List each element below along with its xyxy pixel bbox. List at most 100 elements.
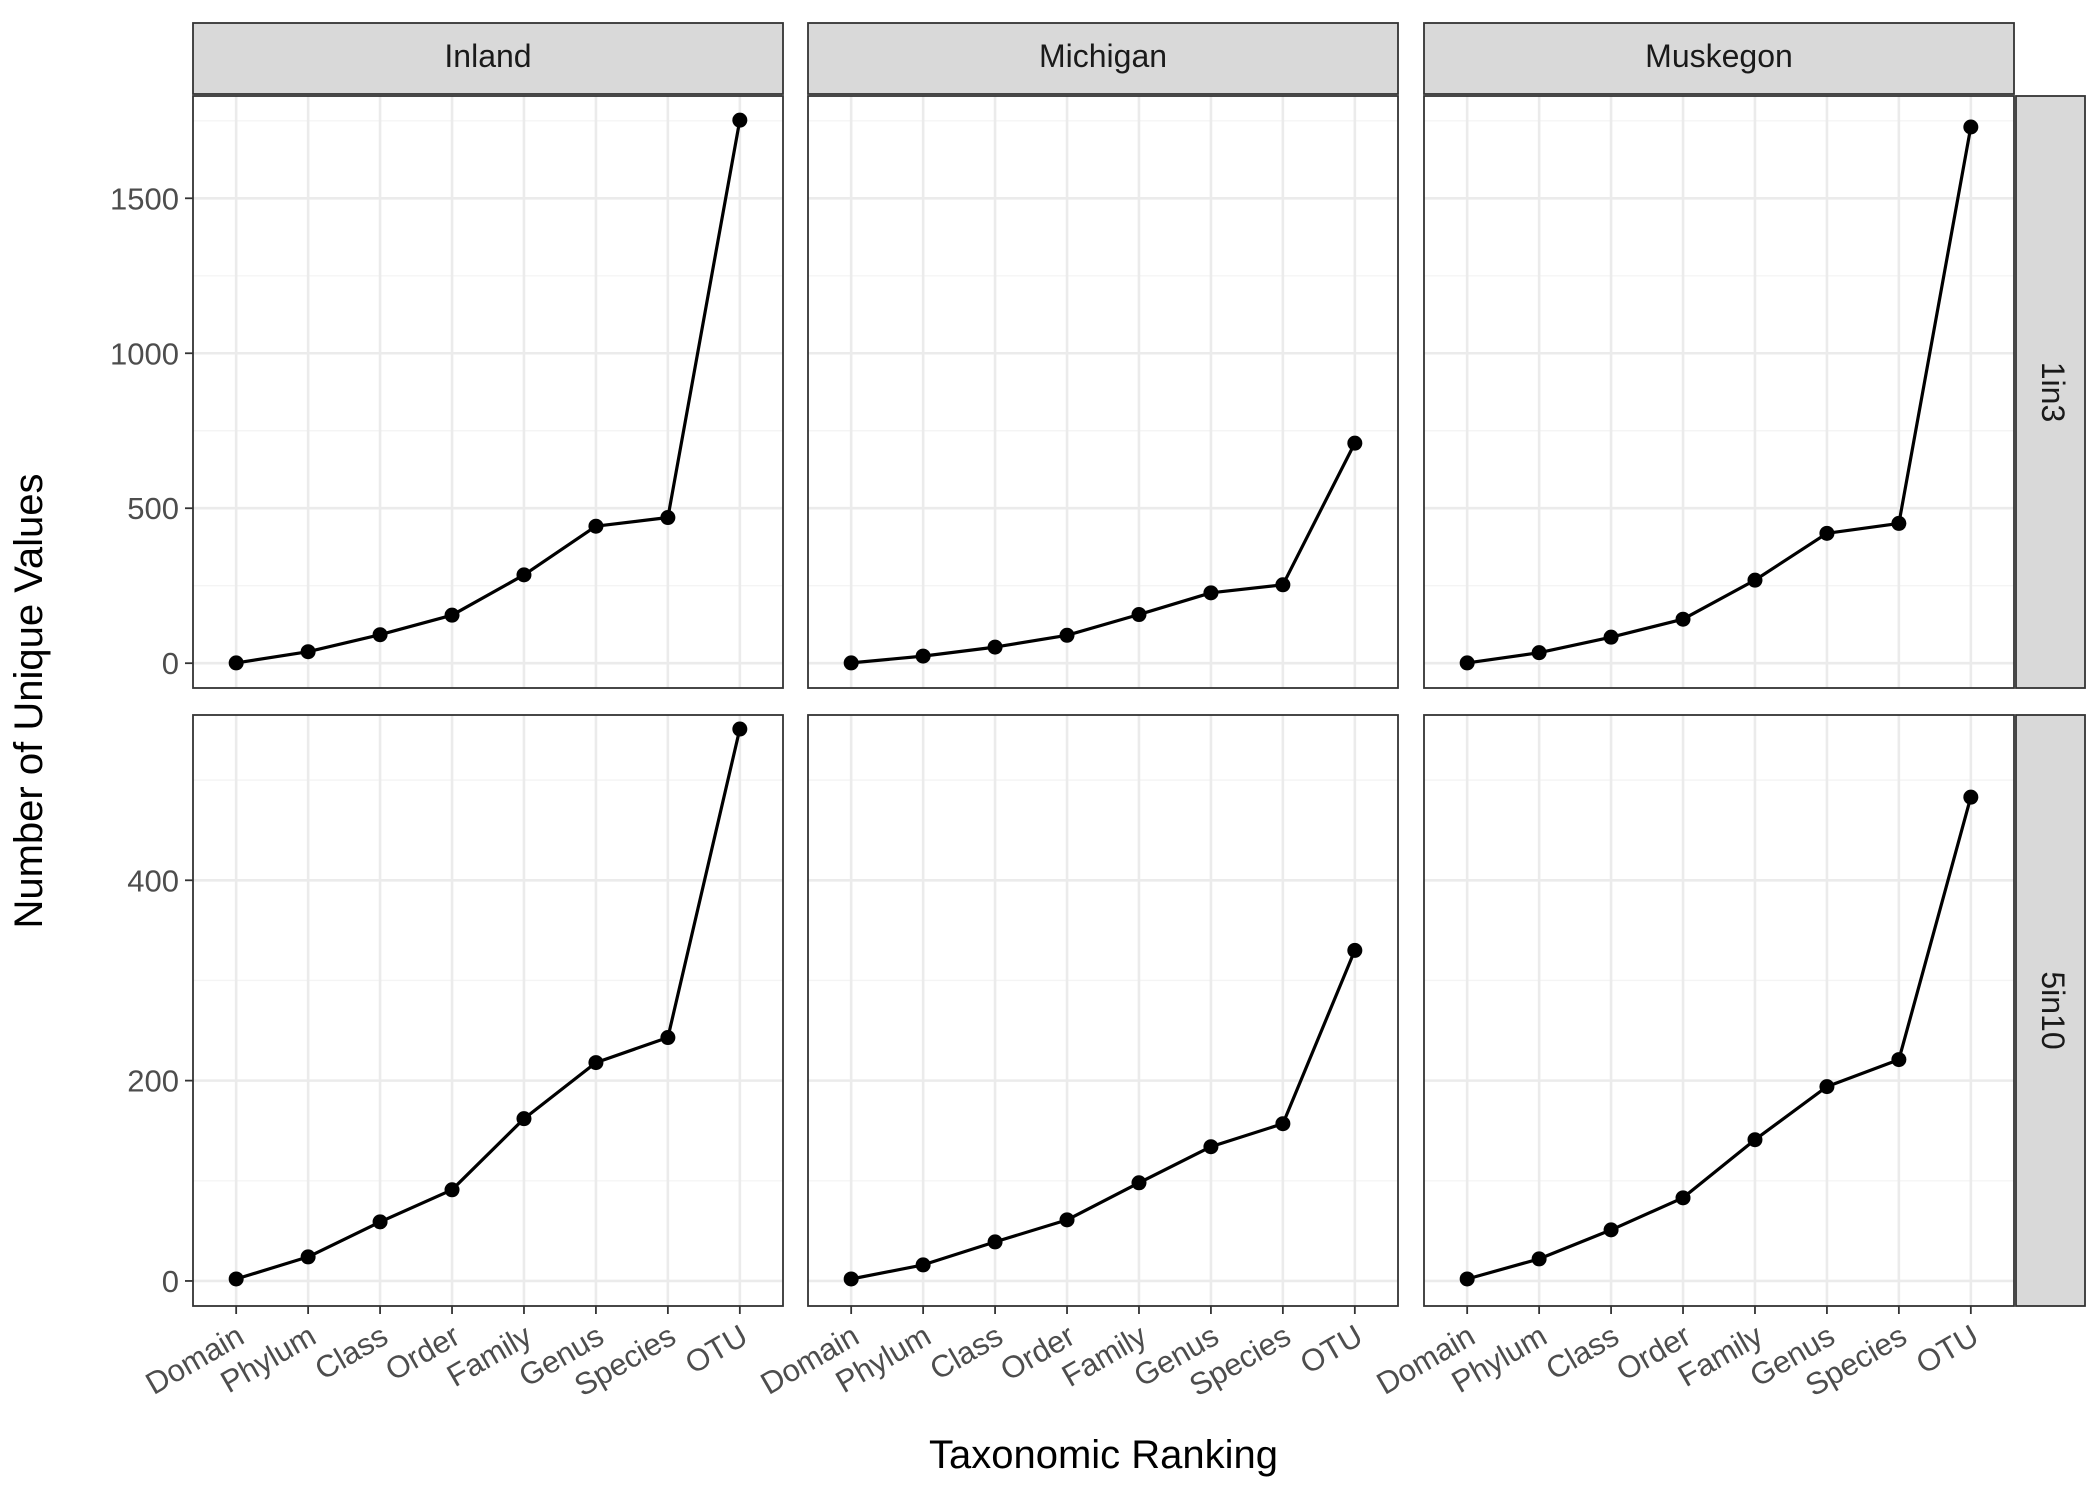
panel-background — [1424, 96, 2014, 688]
data-point-otu — [1963, 119, 1979, 135]
data-point-order — [1059, 1212, 1075, 1228]
row-strip-label: 5in10 — [2035, 971, 2071, 1049]
column-strip-michigan: Michigan — [807, 22, 1399, 95]
panel-background — [1424, 715, 2014, 1306]
panel-michigan-5in10 — [807, 714, 1399, 1307]
data-point-genus — [1203, 1139, 1219, 1155]
series-line-inland-5in10 — [235, 728, 742, 1281]
data-point-phylum — [915, 1257, 931, 1273]
panel-background — [193, 715, 783, 1306]
data-point-domain — [843, 655, 859, 671]
data-point-family — [1747, 572, 1763, 588]
panel-border — [192, 714, 784, 1307]
data-point-phylum — [1531, 645, 1547, 661]
data-point-phylum — [915, 648, 931, 664]
column-strip-box — [192, 22, 784, 95]
data-point-otu — [1963, 789, 1979, 805]
data-point-species — [660, 510, 676, 526]
data-point-genus — [1203, 585, 1219, 601]
data-point-domain — [228, 1271, 244, 1287]
data-point-species — [1891, 515, 1907, 531]
panels-layer — [192, 95, 2015, 1307]
strips-layer: 1in3 5in10 Inland Michigan Muskegon — [192, 22, 2086, 1307]
data-point-otu — [732, 112, 748, 128]
data-point-domain — [1459, 655, 1475, 671]
data-point-family — [1131, 607, 1147, 623]
data-point-otu — [1347, 435, 1363, 451]
data-point-species — [1891, 1052, 1907, 1068]
panel-muskegon-1in3 — [1423, 95, 2015, 689]
panel-background — [193, 96, 783, 688]
data-point-genus — [1819, 1079, 1835, 1095]
data-point-genus — [588, 518, 604, 534]
row-strip-box — [2015, 95, 2086, 689]
column-strip-muskegon: Muskegon — [1423, 22, 2015, 95]
x-tick-label-class: Class — [1540, 1318, 1625, 1387]
data-point-order — [1059, 627, 1075, 643]
data-point-species — [660, 1030, 676, 1046]
data-point-order — [1675, 1190, 1691, 1206]
y-axis-title: Number of Unique Values — [7, 473, 51, 928]
data-point-domain — [228, 655, 244, 671]
x-tick-label-otu: OTU — [679, 1318, 753, 1381]
x-axis-title: Taxonomic Ranking — [929, 1433, 1278, 1477]
y-tick-label: 500 — [127, 491, 179, 526]
panel-background — [808, 96, 1398, 688]
data-point-phylum — [1531, 1251, 1547, 1267]
column-strip-box — [1423, 22, 2015, 95]
data-point-family — [1747, 1132, 1763, 1148]
series-line-muskegon-1in3 — [1466, 126, 1973, 665]
x-tick-label-otu: OTU — [1294, 1318, 1368, 1381]
y-tick-label: 400 — [127, 863, 179, 898]
panel-background — [808, 715, 1398, 1306]
data-point-family — [516, 567, 532, 583]
series-line-muskegon-5in10 — [1466, 796, 1973, 1281]
row-strip-5in10: 5in10 — [2015, 714, 2086, 1307]
y-tick-label: 1000 — [110, 336, 179, 371]
series-line-michigan-5in10 — [850, 949, 1357, 1281]
panel-muskegon-5in10 — [1423, 714, 2015, 1307]
data-point-otu — [732, 721, 748, 737]
row-strip-box — [2015, 714, 2086, 1307]
data-point-domain — [1459, 1271, 1475, 1287]
data-point-phylum — [300, 1249, 316, 1265]
y-tick-label: 0 — [162, 646, 179, 681]
data-point-order — [444, 1182, 460, 1198]
panel-inland-1in3 — [192, 95, 784, 689]
data-point-class — [987, 1234, 1003, 1250]
panel-michigan-1in3 — [807, 95, 1399, 689]
data-point-species — [1275, 1116, 1291, 1132]
data-point-order — [1675, 611, 1691, 627]
column-strip-inland: Inland — [192, 22, 784, 95]
y-tick-label: 1500 — [110, 181, 179, 216]
y-tick-label: 200 — [127, 1064, 179, 1099]
column-strip-box — [807, 22, 1399, 95]
data-point-class — [987, 639, 1003, 655]
data-point-domain — [843, 1271, 859, 1287]
data-point-genus — [588, 1055, 604, 1071]
data-point-order — [444, 607, 460, 623]
data-point-class — [1603, 629, 1619, 645]
panel-inland-5in10 — [192, 714, 784, 1307]
panel-border — [807, 714, 1399, 1307]
y-tick-label: 0 — [162, 1264, 179, 1299]
data-point-species — [1275, 577, 1291, 593]
series-line-michigan-1in3 — [851, 442, 1357, 665]
series-line-inland-1in3 — [235, 119, 742, 665]
column-strip-label: Michigan — [1039, 38, 1167, 74]
x-tick-label-class: Class — [924, 1318, 1009, 1387]
panel-border — [1423, 714, 2015, 1307]
data-point-class — [1603, 1222, 1619, 1238]
data-point-genus — [1819, 525, 1835, 541]
column-strip-label: Muskegon — [1645, 38, 1793, 74]
data-point-class — [372, 1214, 388, 1230]
column-strip-label: Inland — [444, 38, 531, 74]
x-tick-label-class: Class — [309, 1318, 394, 1387]
x-tick-label-otu: OTU — [1910, 1318, 1984, 1381]
data-point-otu — [1347, 942, 1363, 958]
row-strip-label: 1in3 — [2035, 362, 2071, 423]
panel-border — [1423, 95, 2015, 689]
data-point-family — [516, 1111, 532, 1127]
data-point-class — [372, 627, 388, 643]
